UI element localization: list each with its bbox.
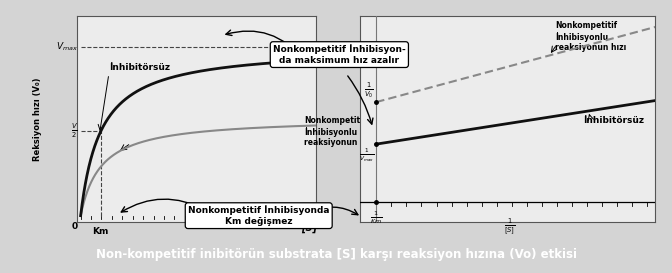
Text: Non-kompetitif inibitörün substrata [S] karşı reaksiyon hızına (Vo) etkisi: Non-kompetitif inibitörün substrata [S] … — [95, 248, 577, 261]
Text: [S]: [S] — [301, 223, 317, 233]
Text: $\frac{V}{2}$: $\frac{V}{2}$ — [71, 122, 78, 140]
Text: $\frac{1}{V_{max}}$: $\frac{1}{V_{max}}$ — [359, 146, 374, 164]
Text: İnhibitörsüz: İnhibitörsüz — [583, 116, 644, 125]
Text: $V_{max}$: $V_{max}$ — [56, 40, 78, 53]
Text: $\frac{1}{Km}$: $\frac{1}{Km}$ — [370, 209, 382, 226]
Text: 0: 0 — [72, 222, 78, 231]
Text: Km: Km — [93, 227, 109, 236]
Text: Nonkompetitif
İnhibisyonlu
reaksiyonun hızı: Nonkompetitif İnhibisyonlu reaksiyonun h… — [304, 116, 375, 147]
Text: $\frac{1}{[S]}$: $\frac{1}{[S]}$ — [504, 217, 516, 237]
Text: Nonkompetitif İnhibisyonda
Km değişmez: Nonkompetitif İnhibisyonda Km değişmez — [188, 206, 329, 226]
Text: Reksiyon hızı (V₀): Reksiyon hızı (V₀) — [34, 78, 42, 161]
Text: Nonkompetitif
İnhibisyonlu
reaksiyonun hızı: Nonkompetitif İnhibisyonlu reaksiyonun h… — [555, 21, 626, 52]
Text: Nonkompetitif İnhibisyon-
da maksimum hız azalır: Nonkompetitif İnhibisyon- da maksimum hı… — [273, 44, 406, 65]
Text: $\frac{1}{V_0}$: $\frac{1}{V_0}$ — [364, 80, 374, 100]
Text: İnhibitörsüz: İnhibitörsüz — [109, 63, 170, 72]
